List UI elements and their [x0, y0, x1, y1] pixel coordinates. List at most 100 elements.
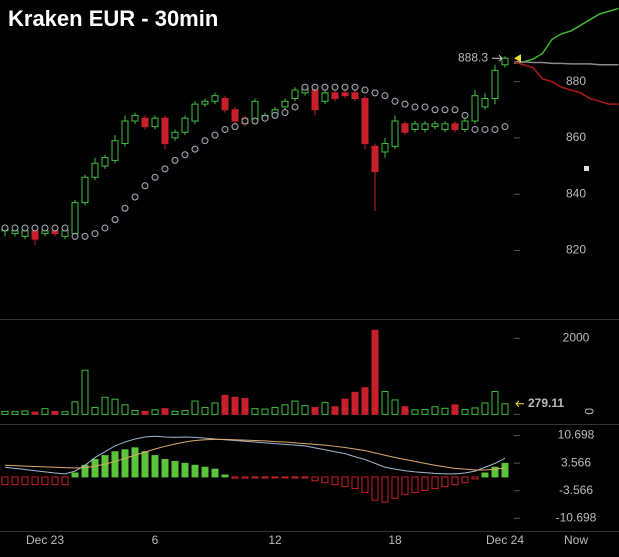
candle-body — [321, 92, 329, 102]
sar-dot — [81, 232, 89, 240]
candle-body — [31, 230, 39, 240]
last-price-arrow — [492, 54, 503, 62]
macd-histogram-bar — [281, 476, 289, 479]
volume-bar — [241, 397, 249, 415]
macd-histogram-bar — [361, 476, 369, 493]
macd-histogram-bar — [461, 476, 469, 484]
projection-line — [513, 7, 619, 65]
last-price-label: 888.3 — [458, 50, 488, 64]
volume-bar — [71, 401, 79, 415]
macd-histogram-bar — [451, 476, 459, 486]
volume-bar — [151, 409, 159, 415]
sar-dot — [451, 106, 459, 114]
volume-bar — [211, 402, 219, 415]
chart-title: Kraken EUR - 30min — [8, 6, 218, 31]
macd-histogram-bar — [301, 476, 309, 479]
candle-body — [501, 57, 509, 66]
sar-dot — [181, 151, 189, 159]
candle-body — [141, 117, 149, 128]
macd-histogram-bar — [291, 476, 299, 479]
macd-histogram-bar — [71, 472, 79, 478]
y-tick-label: 880 — [566, 74, 586, 88]
sar-dot — [1, 224, 9, 232]
sar-dot — [161, 165, 169, 173]
volume-bar — [281, 404, 289, 415]
candle-body — [291, 89, 299, 99]
macd-histogram-bar — [441, 476, 449, 488]
candle-body — [411, 123, 419, 130]
macd-histogram-bar — [21, 476, 29, 486]
volume-bar — [361, 387, 369, 415]
candle-body — [61, 230, 69, 237]
candle-body — [81, 176, 89, 204]
candle-body — [221, 97, 229, 111]
candle-body — [171, 131, 179, 139]
volume-bar — [331, 406, 339, 415]
sar-dot — [11, 224, 19, 232]
x-tick-label: Dec 24 — [486, 533, 524, 547]
volume-bar — [261, 408, 269, 415]
sar-dot — [211, 131, 219, 139]
candle-body — [101, 157, 109, 167]
candle-body — [281, 100, 289, 108]
y-tick-label: -10.698 — [556, 511, 597, 525]
sar-dot — [111, 216, 119, 224]
candle-body — [491, 69, 499, 99]
candle-body — [151, 117, 159, 128]
volume-bar — [301, 405, 309, 415]
y-tick-label: 3.566 — [561, 455, 591, 469]
candle-body — [71, 202, 79, 235]
volume-bar — [321, 402, 329, 415]
sar-dot — [171, 156, 179, 164]
macd-histogram-bar — [381, 476, 389, 503]
macd-histogram-bar — [341, 476, 349, 488]
volume-bar — [391, 399, 399, 415]
sar-dot — [41, 224, 49, 232]
macd-histogram-bar — [91, 458, 99, 478]
volume-bar — [311, 407, 319, 415]
volume-bar — [381, 391, 389, 415]
projection-line — [513, 61, 619, 105]
macd-histogram-bar — [161, 458, 169, 478]
candle-body — [481, 97, 489, 108]
macd-histogram-bar — [401, 476, 409, 495]
volume-bar — [411, 409, 419, 415]
macd-histogram-bar — [51, 476, 59, 486]
sar-dot — [261, 114, 269, 122]
macd-histogram-bar — [241, 476, 249, 479]
macd-histogram-bar — [111, 451, 119, 478]
macd-histogram-bar — [191, 464, 199, 478]
y-tick-label: 0 — [582, 408, 596, 415]
volume-bar — [61, 411, 69, 415]
sar-dot — [271, 111, 279, 119]
macd-histogram-bar — [431, 476, 439, 490]
macd-histogram-bar — [221, 474, 229, 478]
y-tick-label: 820 — [566, 243, 586, 257]
macd-histogram-bar — [231, 476, 239, 479]
sar-dot — [351, 83, 359, 91]
candle-body — [431, 123, 439, 128]
volume-bar — [481, 402, 489, 415]
volume-bar — [41, 408, 49, 415]
candle-body — [461, 120, 469, 130]
candle-body — [121, 120, 129, 145]
sar-dot — [221, 125, 229, 133]
macd-histogram-bar — [11, 476, 19, 486]
volume-bar — [441, 407, 449, 415]
candle-body — [191, 103, 199, 122]
volume-bar — [51, 410, 59, 415]
volume-bar — [91, 407, 99, 415]
x-tick-label: Dec 23 — [26, 533, 64, 547]
macd-histogram-bar — [311, 476, 319, 482]
candle-body — [331, 92, 339, 99]
y-tick-label: 840 — [566, 186, 586, 200]
x-tick-label: 12 — [268, 533, 282, 547]
y-tick-label: -3.566 — [559, 483, 593, 497]
candle-body — [111, 140, 119, 161]
sar-dot — [381, 92, 389, 100]
candle-body — [351, 92, 359, 99]
macd-histogram-bar — [141, 451, 149, 478]
macd-histogram-bar — [1, 476, 9, 486]
sar-dot — [61, 224, 69, 232]
